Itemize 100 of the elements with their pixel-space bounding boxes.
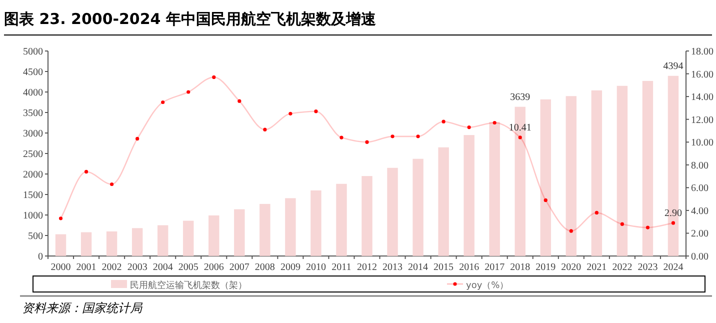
bar <box>183 220 194 256</box>
point <box>620 222 624 226</box>
x-tick-label: 2011 <box>332 262 352 273</box>
text: 资料来源：国家统计局 <box>22 301 143 315</box>
point <box>238 99 242 103</box>
y2-tick-label: 0.00 <box>691 252 708 262</box>
x-tick-label: 2017 <box>484 262 505 273</box>
point <box>161 100 165 104</box>
bar <box>208 215 220 256</box>
point <box>186 90 190 94</box>
legend-label: 民用航空运输飞机架数（架） <box>130 280 247 291</box>
bar <box>80 232 92 256</box>
point <box>492 120 496 125</box>
bar <box>591 90 602 256</box>
data-label: 4394 <box>663 60 684 72</box>
bar <box>106 231 118 256</box>
bar <box>336 184 347 256</box>
y-tick-label: 3000 <box>23 128 43 140</box>
point <box>58 216 63 220</box>
point <box>544 198 548 202</box>
point <box>442 120 446 124</box>
point <box>136 136 140 140</box>
bar <box>310 190 322 256</box>
point <box>671 221 676 225</box>
point <box>390 134 394 138</box>
point <box>84 170 88 174</box>
y2-tick-label: 18.00 <box>691 46 714 58</box>
x-tick-label: 2016 <box>459 262 480 273</box>
x-tick-label: 2007 <box>229 262 250 273</box>
y-tick-label: 1500 <box>23 190 43 201</box>
x-tick-label: 2021 <box>586 262 607 273</box>
y-tick-label: 5000 <box>23 46 43 58</box>
bar <box>132 228 143 256</box>
y-tick-label: 3500 <box>23 108 43 119</box>
x-tick-label: 2010 <box>306 262 326 273</box>
bar <box>464 135 474 256</box>
point <box>365 140 369 144</box>
bar <box>362 176 372 256</box>
bar <box>285 198 296 256</box>
y2-tick-label: 12.00 <box>691 114 714 126</box>
bar <box>157 225 168 256</box>
bar <box>489 122 500 256</box>
data-label: 3639 <box>510 92 530 103</box>
point <box>569 229 573 233</box>
y2-tick-label: 16.00 <box>691 69 714 80</box>
point <box>467 126 471 130</box>
point <box>518 136 522 140</box>
point <box>212 75 216 79</box>
x-tick-label: 2019 <box>536 262 556 273</box>
point <box>110 182 114 186</box>
bar <box>55 234 66 256</box>
data-label: 2.90 <box>664 208 682 219</box>
x-tick-label: 2001 <box>76 262 96 273</box>
x-tick-label: 2012 <box>357 262 377 273</box>
x-tick-label: 2006 <box>204 262 224 273</box>
bar <box>642 80 654 256</box>
point <box>314 110 318 114</box>
y-tick-label: 500 <box>28 231 43 242</box>
x-tick-label: 2024 <box>663 262 684 273</box>
bar <box>260 204 270 256</box>
x-tick-label: 2009 <box>280 262 300 273</box>
x-tick-label: 2003 <box>127 262 148 273</box>
x-tick-label: 2020 <box>561 262 582 273</box>
point <box>594 210 598 215</box>
y2-tick-label: 4.00 <box>691 206 708 217</box>
legend-label: yoy（%） <box>466 281 509 291</box>
y-tick-label: 4000 <box>23 88 43 98</box>
point <box>340 136 344 140</box>
x-tick-label: 2000 <box>50 262 71 273</box>
bar <box>412 158 424 256</box>
y2-tick-label: 14.00 <box>691 92 714 104</box>
x-tick-label: 2015 <box>434 262 454 273</box>
bar <box>616 86 628 256</box>
data-label: 10.41 <box>508 122 532 134</box>
x-tick-label: 2008 <box>254 262 275 273</box>
y2-tick-label: 2.00 <box>691 228 708 240</box>
point <box>263 128 267 132</box>
x-tick-label: 2013 <box>382 262 403 273</box>
bar <box>566 96 577 256</box>
y-tick-label: 0 <box>38 252 43 262</box>
bar <box>438 147 449 256</box>
x-tick-label: 2002 <box>102 262 122 273</box>
x-tick-label: 2005 <box>178 262 198 273</box>
x-tick-label: 2022 <box>612 262 632 273</box>
x-tick-label: 2023 <box>638 262 658 273</box>
y2-tick-label: 6.00 <box>691 183 708 194</box>
y2-tick-label: 8.00 <box>691 160 708 172</box>
y-tick-label: 2500 <box>23 149 43 160</box>
bar <box>540 99 551 256</box>
bar <box>234 209 245 256</box>
point <box>646 226 650 230</box>
x-tick-label: 2018 <box>510 262 530 273</box>
x-tick-label: 2004 <box>152 262 173 273</box>
y-tick-label: 1000 <box>23 210 43 222</box>
y-tick-label: 4500 <box>23 67 43 78</box>
point <box>416 134 420 138</box>
x-tick-label: 2014 <box>408 262 428 273</box>
bar <box>387 168 398 256</box>
y2-tick-label: 10.00 <box>691 138 714 149</box>
y-tick-label: 2000 <box>23 170 43 180</box>
